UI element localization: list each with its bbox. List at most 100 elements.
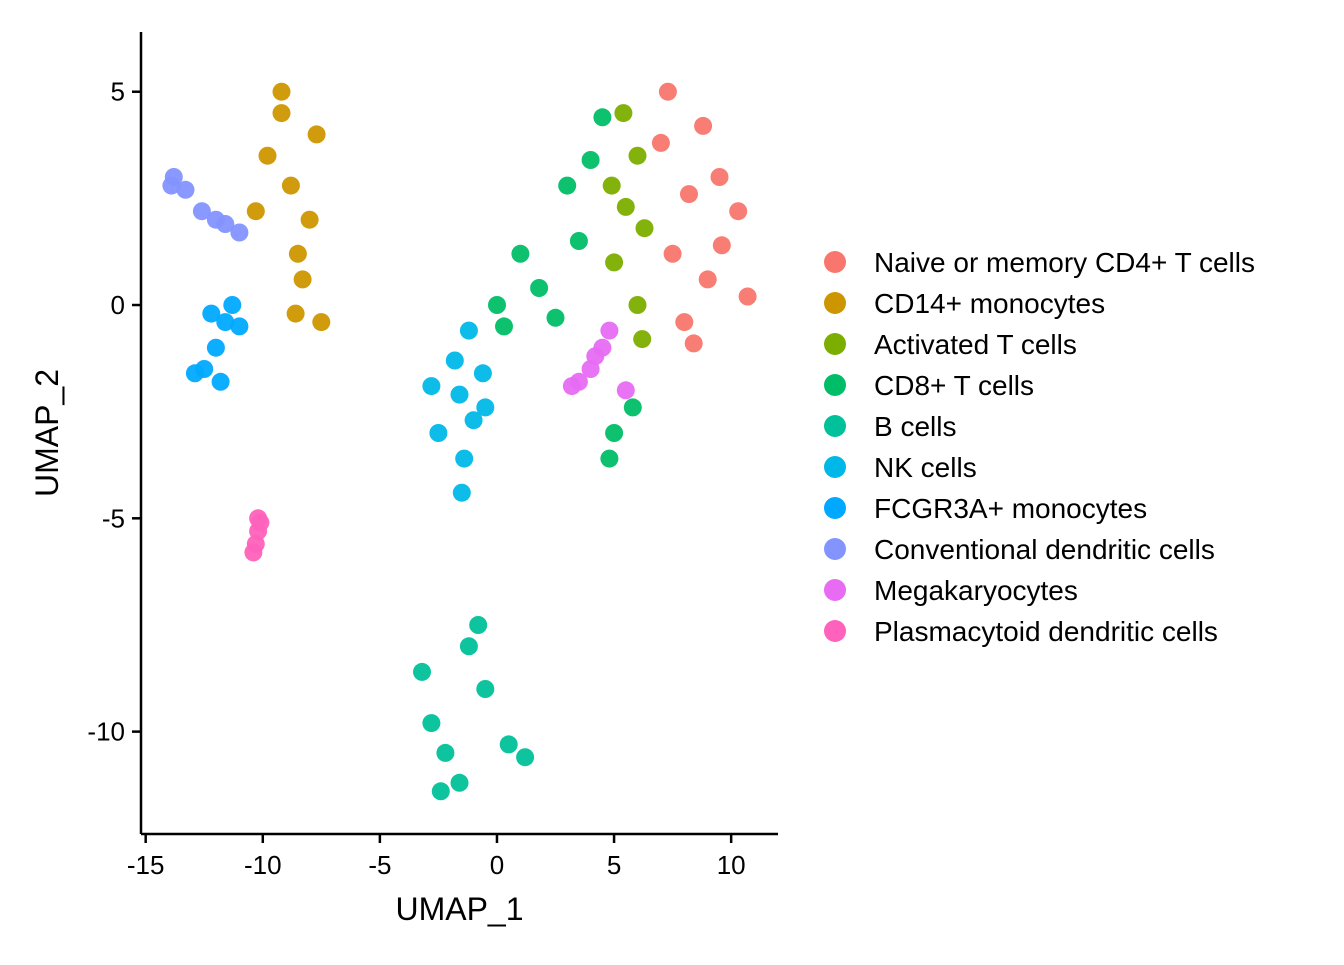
data-point [680,185,698,204]
data-point [211,372,230,391]
legend-label: Megakaryocytes [874,575,1078,606]
legend-swatch [824,538,846,560]
data-point [455,449,474,468]
legend-swatch [824,251,846,273]
data-point [586,347,605,366]
legend-swatch [824,497,846,519]
legend-label: CD14+ monocytes [874,288,1105,319]
data-point [312,313,331,332]
data-point [635,219,654,238]
data-point [600,449,619,468]
y-tick-label: 5 [111,77,125,107]
data-point [694,116,713,135]
data-point [569,232,588,250]
legend-label: NK cells [874,452,977,483]
legend-label: Activated T cells [874,329,1077,360]
data-point [246,202,265,221]
data-point [223,296,242,314]
data-point [429,424,448,442]
data-point [605,253,624,272]
legend: Naive or memory CD4+ T cells CD14+ monocy… [824,247,1255,647]
data-point [286,304,305,323]
data-point [300,210,319,229]
data-point [663,244,682,263]
x-tick-label: -5 [368,850,391,880]
legend-swatch [824,292,846,314]
y-tick-label: -10 [87,717,125,747]
legend-swatch [824,456,846,478]
data-point [293,270,312,289]
data-point [530,279,549,297]
data-point [459,321,478,340]
data-point [436,743,455,762]
data-point [516,748,535,767]
legend-swatch [824,374,846,396]
data-point [230,317,249,336]
data-point [614,104,633,123]
legend-label: FCGR3A+ monocytes [874,493,1147,524]
data-point [558,176,577,195]
data-point [202,304,221,323]
data-point [712,236,731,255]
data-point [628,146,647,165]
x-tick-label: 5 [607,850,621,880]
data-point [230,223,249,242]
data-point [450,385,469,404]
data-point [623,398,642,417]
y-axis-ticks: 5 0 -5 -10 [87,77,141,747]
data-point [258,146,277,165]
legend-label: Conventional dendritic cells [874,534,1215,565]
legend-label: Plasmacytoid dendritic cells [874,616,1218,647]
data-point [651,133,670,152]
data-point [272,104,291,123]
y-axis-title: UMAP_2 [29,369,65,497]
data-point [600,321,619,340]
data-point [605,424,624,442]
data-point [476,680,495,698]
data-point [602,176,621,195]
data-point [628,296,647,314]
x-axis-ticks: -15 -10 -5 0 5 10 [127,834,746,880]
data-point [206,338,225,357]
legend-label: CD8+ T cells [874,370,1034,401]
data-point [281,176,300,195]
data-point [431,782,450,801]
x-axis-title: UMAP_1 [395,891,523,927]
data-point [176,180,195,199]
data-point [488,296,506,314]
data-point [422,377,441,396]
data-point [499,735,518,754]
data-point [192,202,211,221]
data-point [593,108,612,127]
data-point [249,509,268,528]
data-point [675,313,694,332]
legend-swatch [824,620,846,642]
data-point [476,398,495,417]
data-point [216,313,235,332]
data-point [616,381,635,400]
x-tick-label: 0 [490,850,504,880]
data-point [459,637,478,656]
data-point [546,308,565,327]
x-tick-label: -10 [244,850,282,880]
data-point [452,483,471,502]
data-point [495,317,513,336]
data-point [464,411,483,430]
data-point [206,210,225,229]
data-point [738,287,757,306]
data-point [616,197,635,216]
y-tick-label: 0 [111,290,125,320]
legend-swatch [824,333,846,355]
data-point [562,377,581,396]
data-point [162,176,181,195]
data-point [698,270,717,289]
data-point [413,662,431,681]
x-tick-label: -15 [127,850,165,880]
data-point [272,82,291,101]
points-layer [162,82,757,801]
data-point [710,168,729,186]
data-point [633,330,652,349]
legend-swatch [824,415,846,437]
